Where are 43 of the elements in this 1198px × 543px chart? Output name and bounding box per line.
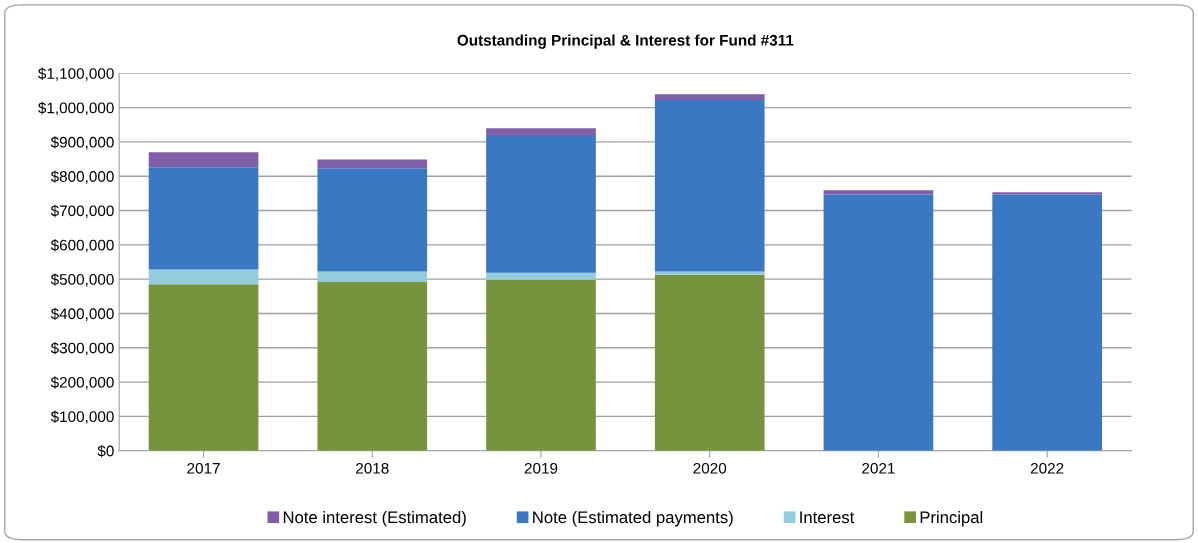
y-tick-label: $1,100,000 <box>38 67 114 81</box>
bar <box>486 128 596 137</box>
y-tick-label: $400,000 <box>50 307 114 321</box>
bar <box>486 136 596 273</box>
bar <box>992 194 1102 451</box>
bar <box>992 192 1102 195</box>
bar <box>148 152 259 168</box>
bar <box>317 281 428 451</box>
y-tick-label: $600,000 <box>50 239 114 253</box>
legend-label: Note (Estimated payments) <box>533 510 733 527</box>
legend-label: Interest <box>800 511 855 524</box>
bar <box>148 269 259 285</box>
y-tick-label: $300,000 <box>50 341 114 356</box>
x-tick-label: 2018 <box>356 462 389 474</box>
bar <box>486 272 596 280</box>
legend-label: Principal <box>920 510 983 527</box>
bar <box>148 284 259 451</box>
x-tick-label: 2017 <box>187 462 220 474</box>
bar <box>317 159 428 169</box>
bar <box>823 190 934 195</box>
y-tick-label: $1,000,000 <box>38 101 114 116</box>
y-tick-label: $800,000 <box>50 170 114 184</box>
bar <box>654 271 765 275</box>
bar <box>654 94 765 101</box>
y-tick-label: $0 <box>97 444 114 458</box>
bar <box>654 100 765 272</box>
bar <box>486 279 596 451</box>
x-tick-label: 2020 <box>693 462 727 474</box>
bar <box>148 167 259 270</box>
y-tick-label: $100,000 <box>50 410 114 424</box>
bar <box>317 168 428 272</box>
bar <box>654 274 765 451</box>
chart-title: Outstanding Principal & Interest for Fund #311 <box>457 34 794 49</box>
x-tick-label: 2022 <box>1030 462 1064 474</box>
bar <box>823 194 934 451</box>
y-tick-label: $700,000 <box>50 204 114 219</box>
legend-label: Note interest (Estimated) <box>283 510 466 527</box>
y-tick-label: $900,000 <box>50 136 114 150</box>
bar <box>317 271 428 282</box>
y-tick-label: $500,000 <box>50 273 114 287</box>
y-tick-label: $200,000 <box>50 376 114 390</box>
x-tick-label: 2019 <box>524 462 558 474</box>
x-tick-label: 2021 <box>862 462 895 474</box>
